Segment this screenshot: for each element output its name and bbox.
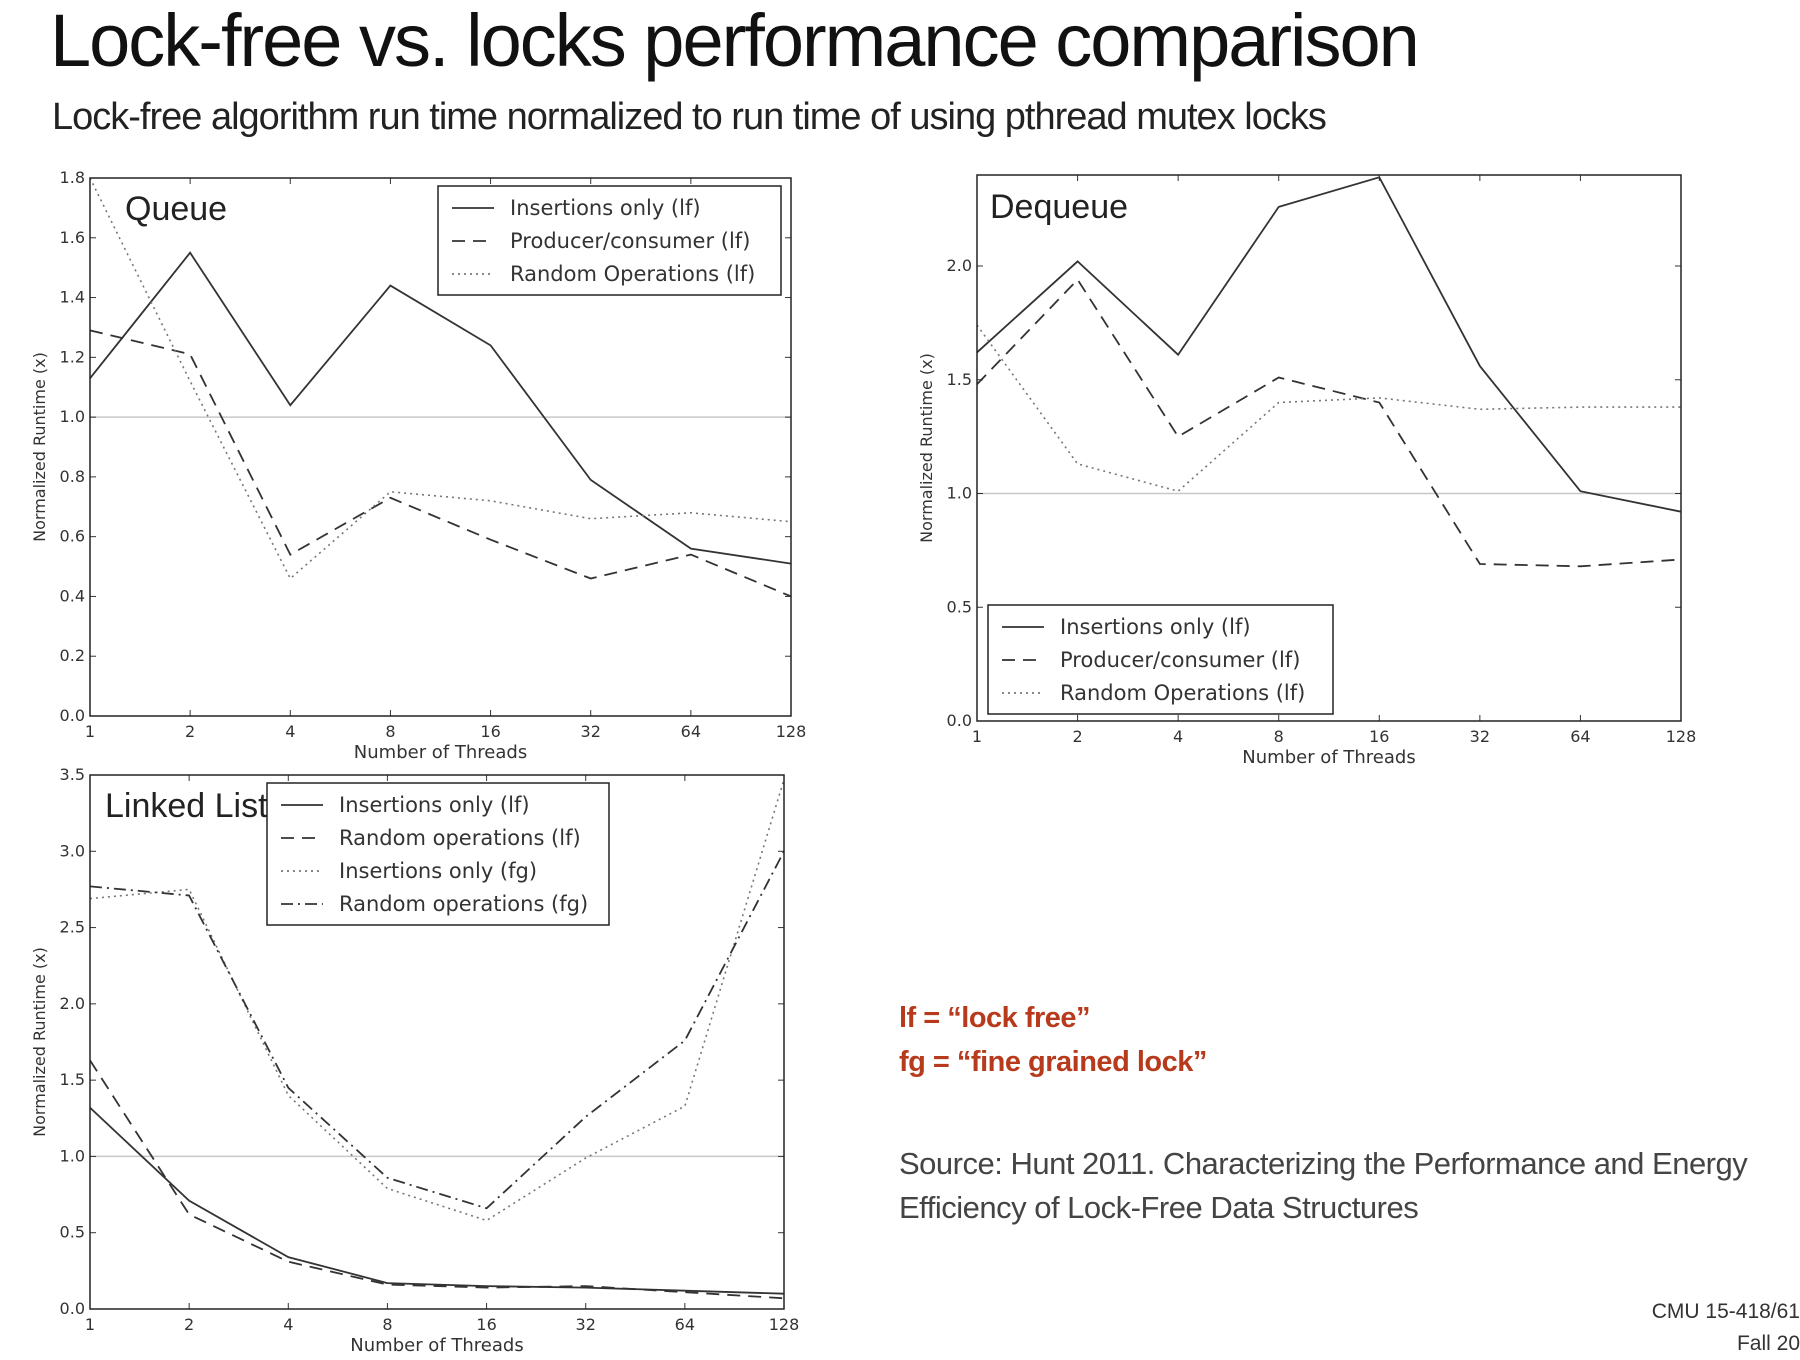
plot-frame: [976, 174, 1682, 722]
x-tick-label: 8: [1274, 727, 1284, 746]
y-tick-label: 1.0: [947, 484, 972, 503]
queue-chart: 0.0 0.2 0.4 0.6 0.8 1.0 1.2 1.4 1.6 1.8 1 2 4 8 16 32 64…: [30, 168, 807, 763]
linked-list-chart: 0.0 0.5 1.0 1.5 2.0 2.5 3.0 3.5 1 2 4 8 16 32 64 128 Num…: [30, 765, 800, 1356]
y-tick-label: 2.0: [60, 994, 85, 1013]
chart-title: Linked List: [105, 787, 268, 825]
legend-label: Producer/consumer (lf): [1060, 648, 1300, 672]
y-tick-label: 0.2: [60, 646, 85, 665]
x-axis-label: Number of Threads: [350, 1335, 523, 1356]
y-tick-label: 0.6: [60, 527, 85, 546]
x-tick-label: 128: [776, 722, 807, 741]
x-tick-label: 4: [1173, 727, 1183, 746]
y-axis-label: Normalized Runtime (x): [30, 352, 49, 542]
x-tick-label: 64: [681, 722, 701, 741]
course-label: CMU 15-418/61: [1651, 1300, 1800, 1323]
legend-label: Random operations (fg): [339, 892, 588, 916]
series-line: [977, 324, 1681, 493]
plot-frame: [89, 177, 792, 717]
x-tick-label: 1: [85, 1315, 95, 1334]
y-tick-label: 0.8: [60, 467, 85, 486]
legend-label: Producer/consumer (lf): [510, 229, 750, 253]
x-tick-label: 4: [283, 1315, 293, 1334]
y-tick-label: 0.0: [947, 711, 972, 730]
legend-box: [266, 782, 610, 926]
y-tick-label: 2.0: [947, 256, 972, 275]
series-line: [90, 850, 784, 1210]
x-tick-label: 2: [184, 1315, 194, 1334]
x-tick-label: 128: [1666, 727, 1697, 746]
y-tick-label: 1.2: [60, 347, 85, 366]
abbreviation-notes: lf = “lock free” fg = “fine grained lock…: [899, 996, 1207, 1084]
x-tick-label: 16: [1369, 727, 1389, 746]
y-tick-label: 0.0: [60, 706, 85, 725]
y-tick-label: 1.4: [60, 288, 85, 307]
slide-subtitle: Lock-free algorithm run time normalized …: [52, 96, 1327, 138]
y-tick-label: 1.0: [60, 407, 85, 426]
legend-label: Random operations (lf): [339, 826, 581, 850]
y-tick-label: 0.5: [947, 597, 972, 616]
legend-label: Insertions only (fg): [339, 859, 537, 883]
y-tick-label: 1.6: [60, 228, 85, 247]
x-axis-label: Number of Threads: [1242, 747, 1415, 768]
y-tick-label: 0.5: [60, 1223, 85, 1242]
series-line: [90, 1059, 784, 1300]
y-tick-label: 1.5: [60, 1070, 85, 1089]
series-line: [90, 178, 791, 580]
x-axis-label: Number of Threads: [354, 742, 527, 763]
x-tick-label: 128: [769, 1315, 800, 1334]
x-tick-label: 8: [382, 1315, 392, 1334]
slide-title: Lock-free vs. locks performance comparis…: [50, 0, 1420, 82]
legend-label: Random Operations (lf): [1060, 681, 1305, 705]
x-tick-label: 2: [185, 722, 195, 741]
source-citation: Source: Hunt 2011. Characterizing the Pe…: [899, 1146, 1748, 1225]
y-tick-label: 1.0: [60, 1146, 85, 1165]
x-tick-label: 4: [285, 722, 295, 741]
x-tick-label: 2: [1072, 727, 1082, 746]
y-tick-label: 2.5: [60, 918, 85, 937]
plot-frame: [89, 774, 785, 1310]
chart-title: Dequeue: [990, 188, 1128, 226]
x-tick-label: 8: [385, 722, 395, 741]
note-lf: lf = “lock free”: [899, 1002, 1091, 1034]
legend-label: Random Operations (lf): [510, 262, 755, 286]
term-label: Fall 20: [1736, 1332, 1800, 1355]
y-tick-label: 1.8: [60, 168, 85, 187]
series-line: [977, 278, 1681, 568]
x-tick-label: 32: [581, 722, 601, 741]
x-tick-label: 1: [85, 722, 95, 741]
x-tick-label: 16: [476, 1315, 496, 1334]
x-tick-label: 16: [480, 722, 500, 741]
y-tick-label: 1.5: [947, 370, 972, 389]
x-tick-label: 64: [675, 1315, 695, 1334]
y-tick-label: 3.0: [60, 841, 85, 860]
y-tick-label: 0.0: [60, 1299, 85, 1318]
series-line: [977, 176, 1681, 513]
dequeue-chart: 0.0 0.5 1.0 1.5 2.0 1 2 4 8 16 32 64 128 Number of Th…: [917, 174, 1697, 768]
x-tick-label: 64: [1570, 727, 1590, 746]
series-line: [90, 1106, 784, 1295]
slide-footer: CMU 15-418/61 Fall 20: [1650, 1296, 1800, 1360]
legend-label: Insertions only (lf): [510, 196, 701, 220]
x-tick-label: 1: [972, 727, 982, 746]
y-tick-label: 0.4: [60, 586, 85, 605]
chart-title: Queue: [125, 190, 227, 228]
legend-box: [437, 185, 782, 296]
legend-box: [987, 604, 1334, 715]
series-line: [90, 329, 791, 598]
legend-label: Insertions only (lf): [1060, 615, 1251, 639]
legend-label: Insertions only (lf): [339, 793, 530, 817]
series-line: [90, 779, 784, 1222]
x-tick-label: 32: [576, 1315, 596, 1334]
y-tick-label: 3.5: [60, 765, 85, 784]
y-axis-label: Normalized Runtime (x): [30, 947, 49, 1137]
series-line: [90, 251, 791, 565]
y-axis-label: Normalized Runtime (x): [917, 353, 936, 543]
x-tick-label: 32: [1470, 727, 1490, 746]
note-fg: fg = “fine grained lock”: [899, 1046, 1207, 1078]
